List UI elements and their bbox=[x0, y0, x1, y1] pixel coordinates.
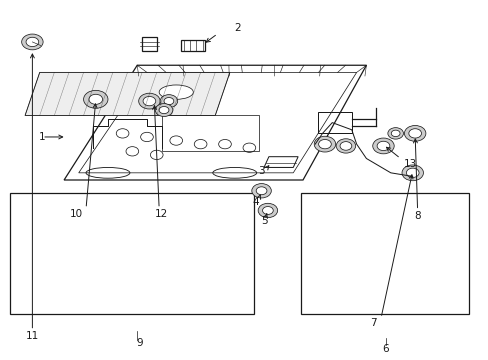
Circle shape bbox=[372, 138, 393, 154]
Text: 4: 4 bbox=[252, 197, 259, 207]
Text: 11: 11 bbox=[26, 331, 39, 341]
Circle shape bbox=[139, 93, 160, 109]
Circle shape bbox=[258, 203, 277, 218]
Circle shape bbox=[163, 98, 173, 105]
Circle shape bbox=[262, 207, 273, 215]
Bar bbox=[10, 193, 254, 315]
Text: 8: 8 bbox=[413, 211, 420, 221]
Circle shape bbox=[314, 136, 335, 152]
Text: 10: 10 bbox=[70, 209, 82, 219]
Polygon shape bbox=[25, 72, 229, 116]
Text: 5: 5 bbox=[260, 216, 267, 226]
Text: 1: 1 bbox=[39, 132, 45, 142]
Circle shape bbox=[21, 34, 43, 50]
Circle shape bbox=[335, 139, 355, 153]
Circle shape bbox=[318, 139, 330, 149]
Bar bbox=[300, 193, 468, 315]
Circle shape bbox=[89, 94, 102, 104]
Text: 7: 7 bbox=[369, 319, 376, 328]
Circle shape bbox=[26, 37, 39, 46]
Text: 13: 13 bbox=[403, 159, 416, 169]
Circle shape bbox=[390, 130, 399, 136]
Circle shape bbox=[404, 126, 425, 141]
Text: 9: 9 bbox=[136, 338, 142, 348]
Text: 2: 2 bbox=[233, 23, 240, 33]
Circle shape bbox=[376, 141, 389, 150]
Circle shape bbox=[160, 95, 177, 108]
Circle shape bbox=[159, 107, 168, 114]
Circle shape bbox=[406, 168, 418, 177]
Circle shape bbox=[408, 129, 421, 138]
Circle shape bbox=[143, 96, 156, 106]
Circle shape bbox=[256, 187, 266, 195]
Circle shape bbox=[387, 128, 403, 139]
Text: 12: 12 bbox=[155, 209, 168, 219]
Circle shape bbox=[155, 104, 172, 117]
Ellipse shape bbox=[159, 85, 193, 99]
Circle shape bbox=[401, 165, 423, 181]
Text: 6: 6 bbox=[382, 343, 388, 354]
Circle shape bbox=[83, 90, 108, 108]
Circle shape bbox=[251, 184, 271, 198]
Text: 3: 3 bbox=[258, 166, 264, 176]
Circle shape bbox=[339, 141, 351, 150]
